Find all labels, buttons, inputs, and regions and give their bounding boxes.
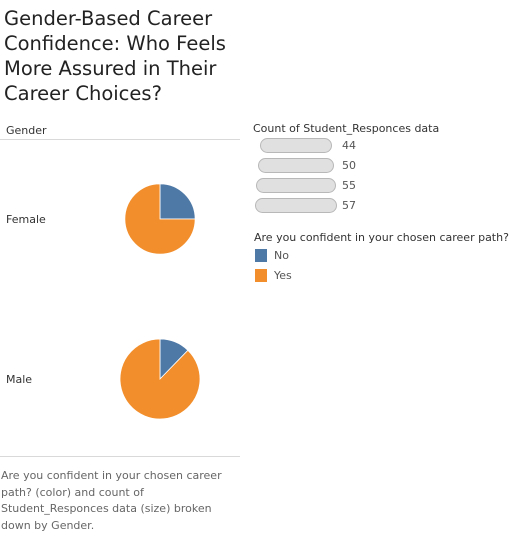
- size-marker: [260, 138, 332, 153]
- bottom-divider: [0, 456, 240, 457]
- size-marker: [256, 178, 336, 193]
- color-legend-label-no: No: [274, 249, 289, 262]
- size-marker: [258, 158, 334, 173]
- size-legend-title: Count of Student_Responces data: [253, 122, 439, 135]
- size-legend-label: 55: [342, 179, 356, 192]
- pie-slice-female-no[interactable]: [160, 184, 195, 219]
- size-legend-label: 50: [342, 159, 356, 172]
- size-legend-label: 57: [342, 199, 356, 212]
- swatch-yes: [255, 269, 267, 282]
- color-legend-label-yes: Yes: [274, 269, 292, 282]
- chart-caption: Are you confident in your chosen career …: [1, 468, 236, 534]
- color-legend-title: Are you confident in your chosen career …: [254, 231, 509, 244]
- size-marker: [255, 198, 337, 213]
- size-legend-label: 44: [342, 139, 356, 152]
- swatch-no: [255, 249, 267, 262]
- pie-slice-male-yes[interactable]: [120, 339, 200, 419]
